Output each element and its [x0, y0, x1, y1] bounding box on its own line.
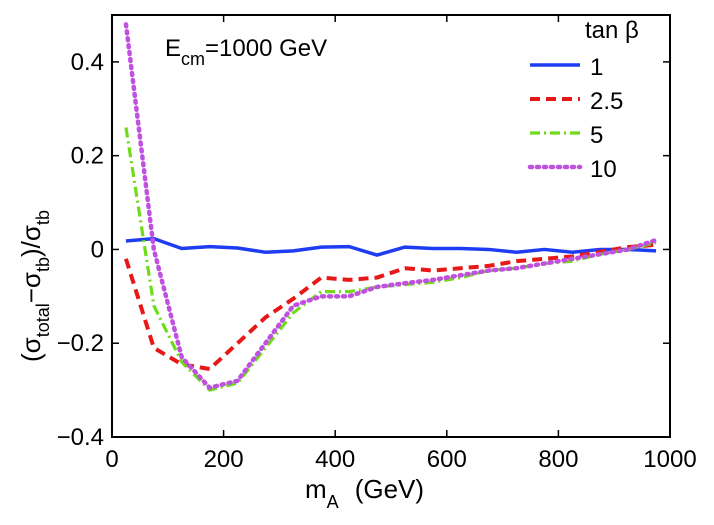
- y-tick-label: 0: [91, 236, 104, 263]
- x-tick-label: 200: [204, 446, 244, 473]
- y-axis-label-sub2: tb: [33, 257, 53, 272]
- legend-label-10: 10: [590, 156, 617, 183]
- plot-frame: [111, 14, 671, 438]
- legend-label-5: 5: [590, 122, 603, 149]
- y-axis-label-sub1: total: [33, 303, 53, 337]
- y-tick-label: 0.2: [71, 143, 104, 170]
- y-axis-label-mid: −σ: [16, 272, 46, 303]
- plot-area: [111, 14, 671, 438]
- x-axis-label: mA (GeV): [305, 474, 424, 512]
- y-axis-label-open: (σ: [16, 337, 46, 362]
- legend-title: tan β: [585, 17, 639, 44]
- x-axis-label-rest: (GeV): [355, 474, 424, 504]
- energy-annotation-rest: =1000 GeV: [205, 35, 327, 62]
- series-layer: [123, 22, 659, 392]
- energy-annotation-sub: cm: [181, 49, 205, 69]
- x-tick-label: 0: [105, 446, 118, 473]
- y-axis-label-sub3: tb: [33, 210, 53, 225]
- x-tick-label: 1000: [643, 446, 696, 473]
- series-line-1: [125, 236, 657, 257]
- y-tick-label: −0.4: [57, 424, 104, 451]
- x-axis-label-sub: A: [327, 492, 339, 512]
- x-tick-label: 400: [315, 446, 355, 473]
- energy-annotation: Ecm=1000 GeV: [165, 35, 327, 69]
- y-axis-label-close: )/σ: [16, 225, 46, 257]
- legend-label-1: 1: [590, 54, 603, 81]
- x-tick-label: 600: [427, 446, 467, 473]
- x-axis-label-main: m: [305, 474, 327, 504]
- series-line-2-5: [124, 242, 657, 372]
- axis-ticks: 0 200 400 600 800 1000 −0.4 −0.2 0 0.2 0.4: [57, 15, 697, 473]
- series-line-10: [123, 22, 659, 391]
- legend: tan β 1 2.5 5 10: [527, 17, 639, 183]
- y-tick-label: 0.4: [71, 49, 104, 76]
- legend-label-2-5: 2.5: [590, 88, 623, 115]
- energy-annotation-main: E: [165, 35, 181, 62]
- y-axis-label: (σtotal−σtb)/σtb: [16, 210, 53, 362]
- y-tick-label: −0.2: [57, 330, 104, 357]
- x-tick-label: 800: [538, 446, 578, 473]
